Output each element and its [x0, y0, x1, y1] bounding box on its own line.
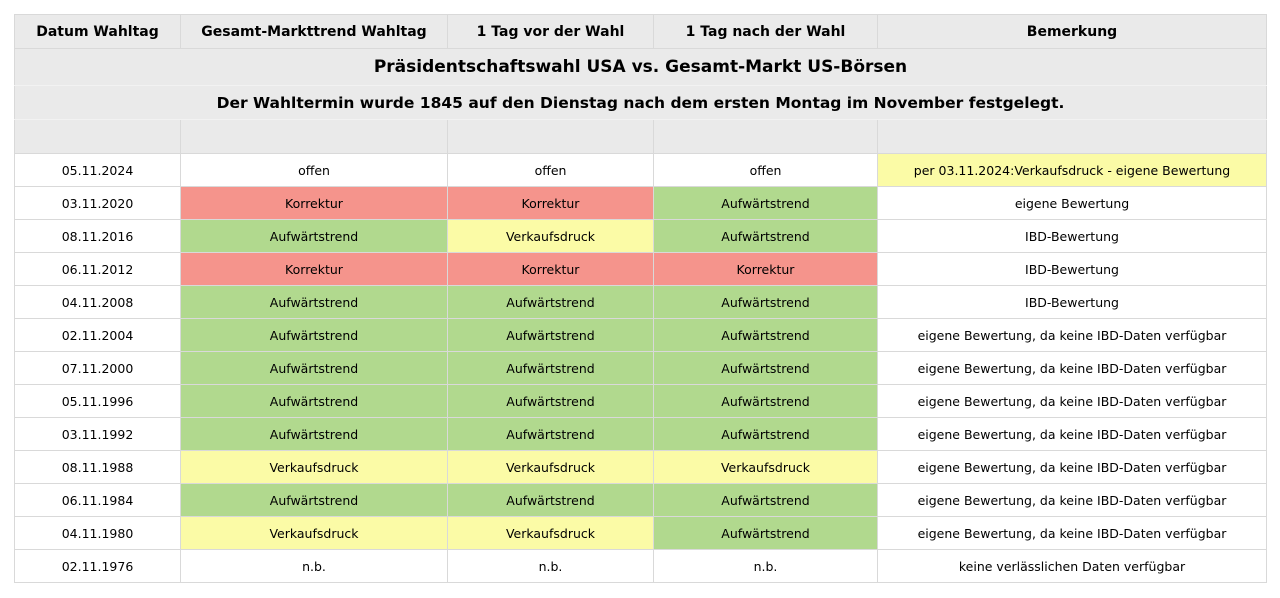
subtitle-row: Der Wahltermin wurde 1845 auf den Dienst… [14, 85, 1267, 120]
cell-date: 08.11.2016 [14, 219, 181, 253]
cell-date: 04.11.2008 [14, 285, 181, 319]
cell-trend-day-before: Aufwärtstrend [447, 351, 654, 385]
cell-trend-wahltag: Aufwärtstrend [180, 285, 448, 319]
cell-trend-day-before: Korrektur [447, 252, 654, 286]
cell-trend-day-before: Aufwärtstrend [447, 483, 654, 517]
cell-remark: IBD-Bewertung [877, 252, 1267, 286]
cell-trend-wahltag: Verkaufsdruck [180, 516, 448, 550]
spacer-row [14, 119, 1267, 154]
column-header-tag-nach-wahl: 1 Tag nach der Wahl [653, 14, 878, 49]
table-row: 07.11.2000 Aufwärtstrend Aufwärtstrend A… [14, 351, 1267, 385]
table-row: 06.11.2012 Korrektur Korrektur Korrektur… [14, 252, 1267, 286]
cell-trend-day-after: Aufwärtstrend [653, 318, 878, 352]
cell-trend-day-after: Verkaufsdruck [653, 450, 878, 484]
cell-remark: eigene Bewertung, da keine IBD-Daten ver… [877, 417, 1267, 451]
cell-trend-day-before: offen [447, 153, 654, 187]
cell-remark: IBD-Bewertung [877, 219, 1267, 253]
cell-trend-day-before: Aufwärtstrend [447, 417, 654, 451]
column-header-datum-wahltag: Datum Wahltag [14, 14, 181, 49]
title-row: Präsidentschaftswahl USA vs. Gesamt-Mark… [14, 48, 1267, 86]
cell-trend-day-after: Aufwärtstrend [653, 351, 878, 385]
cell-trend-day-after: Korrektur [653, 252, 878, 286]
election-market-table: Präsidentschaftswahl USA vs. Gesamt-Mark… [14, 14, 1267, 583]
spacer-cell [877, 119, 1267, 154]
table-row: 06.11.1984 Aufwärtstrend Aufwärtstrend A… [14, 483, 1267, 517]
page-subtitle: Der Wahltermin wurde 1845 auf den Dienst… [14, 85, 1267, 120]
cell-date: 03.11.1992 [14, 417, 181, 451]
cell-trend-day-before: Verkaufsdruck [447, 516, 654, 550]
cell-date: 03.11.2020 [14, 186, 181, 220]
cell-date: 02.11.1976 [14, 549, 181, 583]
cell-trend-wahltag: Korrektur [180, 186, 448, 220]
cell-remark: per 03.11.2024:Verkaufsdruck - eigene Be… [877, 153, 1267, 187]
cell-trend-wahltag: offen [180, 153, 448, 187]
table-row: 08.11.2016 Aufwärtstrend Verkaufsdruck A… [14, 219, 1267, 253]
header-row: Datum Wahltag Gesamt-Markttrend Wahltag … [14, 14, 1267, 49]
cell-trend-wahltag: Korrektur [180, 252, 448, 286]
table-body: 05.11.2024 offen offen offen per 03.11.2… [14, 153, 1267, 583]
cell-trend-wahltag: Aufwärtstrend [180, 483, 448, 517]
cell-date: 05.11.2024 [14, 153, 181, 187]
cell-trend-day-before: Aufwärtstrend [447, 285, 654, 319]
cell-date: 04.11.1980 [14, 516, 181, 550]
cell-remark: eigene Bewertung, da keine IBD-Daten ver… [877, 318, 1267, 352]
column-header-markttrend-wahltag: Gesamt-Markttrend Wahltag [180, 14, 448, 49]
cell-trend-day-after: offen [653, 153, 878, 187]
cell-date: 02.11.2004 [14, 318, 181, 352]
cell-trend-day-after: Aufwärtstrend [653, 384, 878, 418]
cell-remark: IBD-Bewertung [877, 285, 1267, 319]
cell-trend-wahltag: Aufwärtstrend [180, 417, 448, 451]
cell-remark: eigene Bewertung, da keine IBD-Daten ver… [877, 450, 1267, 484]
cell-trend-wahltag: Aufwärtstrend [180, 318, 448, 352]
cell-trend-day-before: Aufwärtstrend [447, 384, 654, 418]
cell-trend-day-after: Aufwärtstrend [653, 417, 878, 451]
table-row: 04.11.1980 Verkaufsdruck Verkaufsdruck A… [14, 516, 1267, 550]
spacer-cell [180, 119, 448, 154]
cell-trend-day-after: Aufwärtstrend [653, 219, 878, 253]
spacer-cell [653, 119, 878, 154]
column-header-bemerkung: Bemerkung [877, 14, 1267, 49]
table-row: 05.11.1996 Aufwärtstrend Aufwärtstrend A… [14, 384, 1267, 418]
cell-remark: eigene Bewertung [877, 186, 1267, 220]
spacer-cell [447, 119, 654, 154]
table-row: 03.11.1992 Aufwärtstrend Aufwärtstrend A… [14, 417, 1267, 451]
cell-trend-day-after: Aufwärtstrend [653, 285, 878, 319]
cell-remark: eigene Bewertung, da keine IBD-Daten ver… [877, 384, 1267, 418]
table-row: 02.11.2004 Aufwärtstrend Aufwärtstrend A… [14, 318, 1267, 352]
cell-remark: eigene Bewertung, da keine IBD-Daten ver… [877, 483, 1267, 517]
cell-trend-wahltag: Aufwärtstrend [180, 351, 448, 385]
cell-trend-day-after: Aufwärtstrend [653, 483, 878, 517]
table-row: 08.11.1988 Verkaufsdruck Verkaufsdruck V… [14, 450, 1267, 484]
table-row: 03.11.2020 Korrektur Korrektur Aufwärtst… [14, 186, 1267, 220]
table-row: 05.11.2024 offen offen offen per 03.11.2… [14, 153, 1267, 187]
cell-remark: eigene Bewertung, da keine IBD-Daten ver… [877, 516, 1267, 550]
cell-trend-wahltag: n.b. [180, 549, 448, 583]
spacer-cell [14, 119, 181, 154]
cell-trend-wahltag: Verkaufsdruck [180, 450, 448, 484]
cell-date: 06.11.1984 [14, 483, 181, 517]
cell-trend-day-after: Aufwärtstrend [653, 516, 878, 550]
column-header-tag-vor-wahl: 1 Tag vor der Wahl [447, 14, 654, 49]
cell-date: 07.11.2000 [14, 351, 181, 385]
cell-trend-wahltag: Aufwärtstrend [180, 384, 448, 418]
cell-trend-day-before: Verkaufsdruck [447, 450, 654, 484]
cell-date: 08.11.1988 [14, 450, 181, 484]
table-row: 04.11.2008 Aufwärtstrend Aufwärtstrend A… [14, 285, 1267, 319]
cell-trend-day-after: Aufwärtstrend [653, 186, 878, 220]
cell-trend-day-after: n.b. [653, 549, 878, 583]
cell-remark: keine verlässlichen Daten verfügbar [877, 549, 1267, 583]
table-row: 02.11.1976 n.b. n.b. n.b. keine verlässl… [14, 549, 1267, 583]
page-title: Präsidentschaftswahl USA vs. Gesamt-Mark… [14, 48, 1267, 86]
cell-trend-wahltag: Aufwärtstrend [180, 219, 448, 253]
cell-trend-day-before: Aufwärtstrend [447, 318, 654, 352]
cell-date: 05.11.1996 [14, 384, 181, 418]
cell-trend-day-before: Korrektur [447, 186, 654, 220]
cell-trend-day-before: n.b. [447, 549, 654, 583]
cell-remark: eigene Bewertung, da keine IBD-Daten ver… [877, 351, 1267, 385]
cell-trend-day-before: Verkaufsdruck [447, 219, 654, 253]
cell-date: 06.11.2012 [14, 252, 181, 286]
